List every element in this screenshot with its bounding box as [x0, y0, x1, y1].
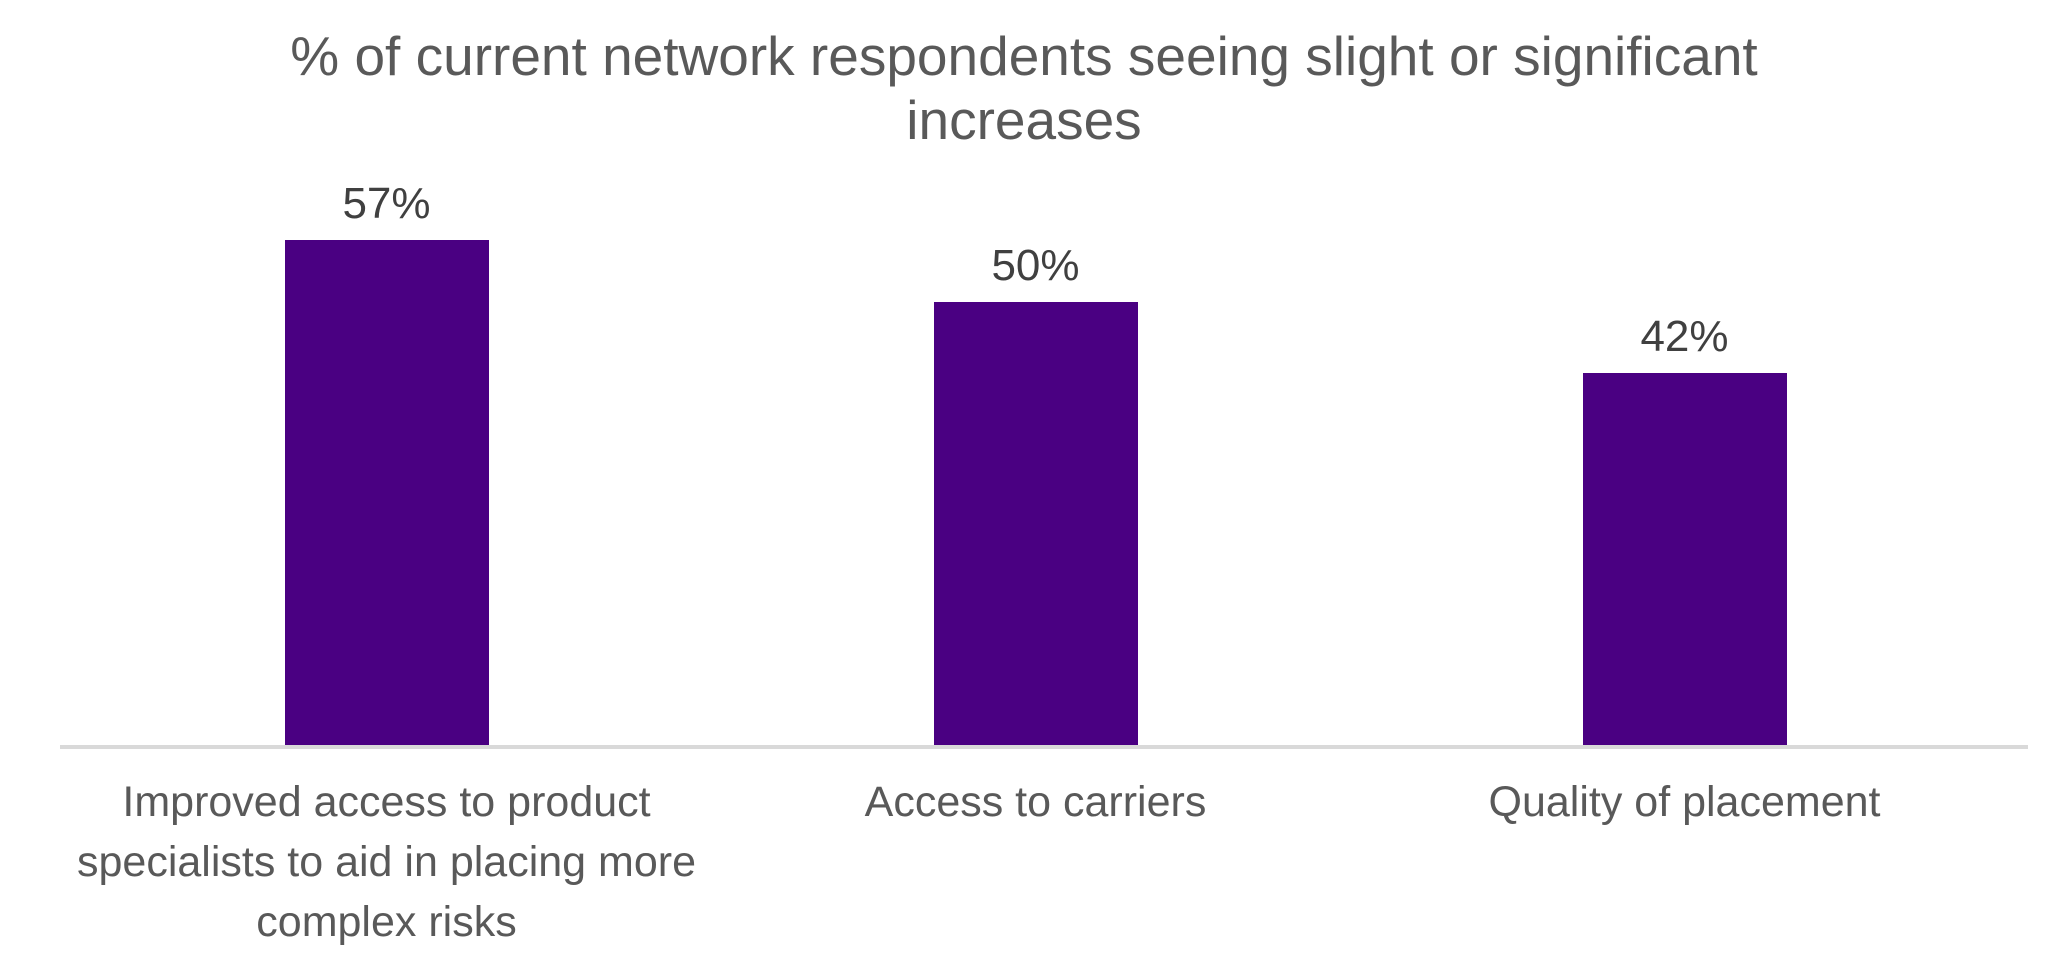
bar-value-label: 50% — [991, 241, 1080, 290]
x-axis-line — [60, 745, 2028, 749]
bar-column: 50% — [711, 0, 1360, 747]
bar — [1582, 373, 1787, 747]
chart-title-line-2: increases — [906, 89, 1142, 151]
bar-column: 42% — [1360, 0, 2009, 747]
category-labels: Improved access to product specialists t… — [62, 772, 2009, 952]
category-label-cell: Improved access to product specialists t… — [62, 772, 711, 952]
category-label: Improved access to product specialists t… — [76, 778, 697, 946]
bar-value-label: 57% — [342, 179, 431, 228]
bar-value-label: 42% — [1640, 312, 1729, 361]
bar-columns: 57% 50% 42% — [62, 0, 2009, 747]
category-label-cell: Quality of placement — [1360, 772, 2009, 952]
chart-title: % of current network respondents seeing … — [0, 24, 2048, 152]
bar-column: 57% — [62, 0, 711, 747]
category-label: Access to carriers — [864, 778, 1207, 826]
bar — [284, 240, 489, 747]
bar — [933, 302, 1138, 747]
chart-title-line-1: % of current network respondents seeing … — [290, 25, 1758, 87]
category-label: Quality of placement — [1488, 778, 1881, 826]
category-label-cell: Access to carriers — [711, 772, 1360, 952]
